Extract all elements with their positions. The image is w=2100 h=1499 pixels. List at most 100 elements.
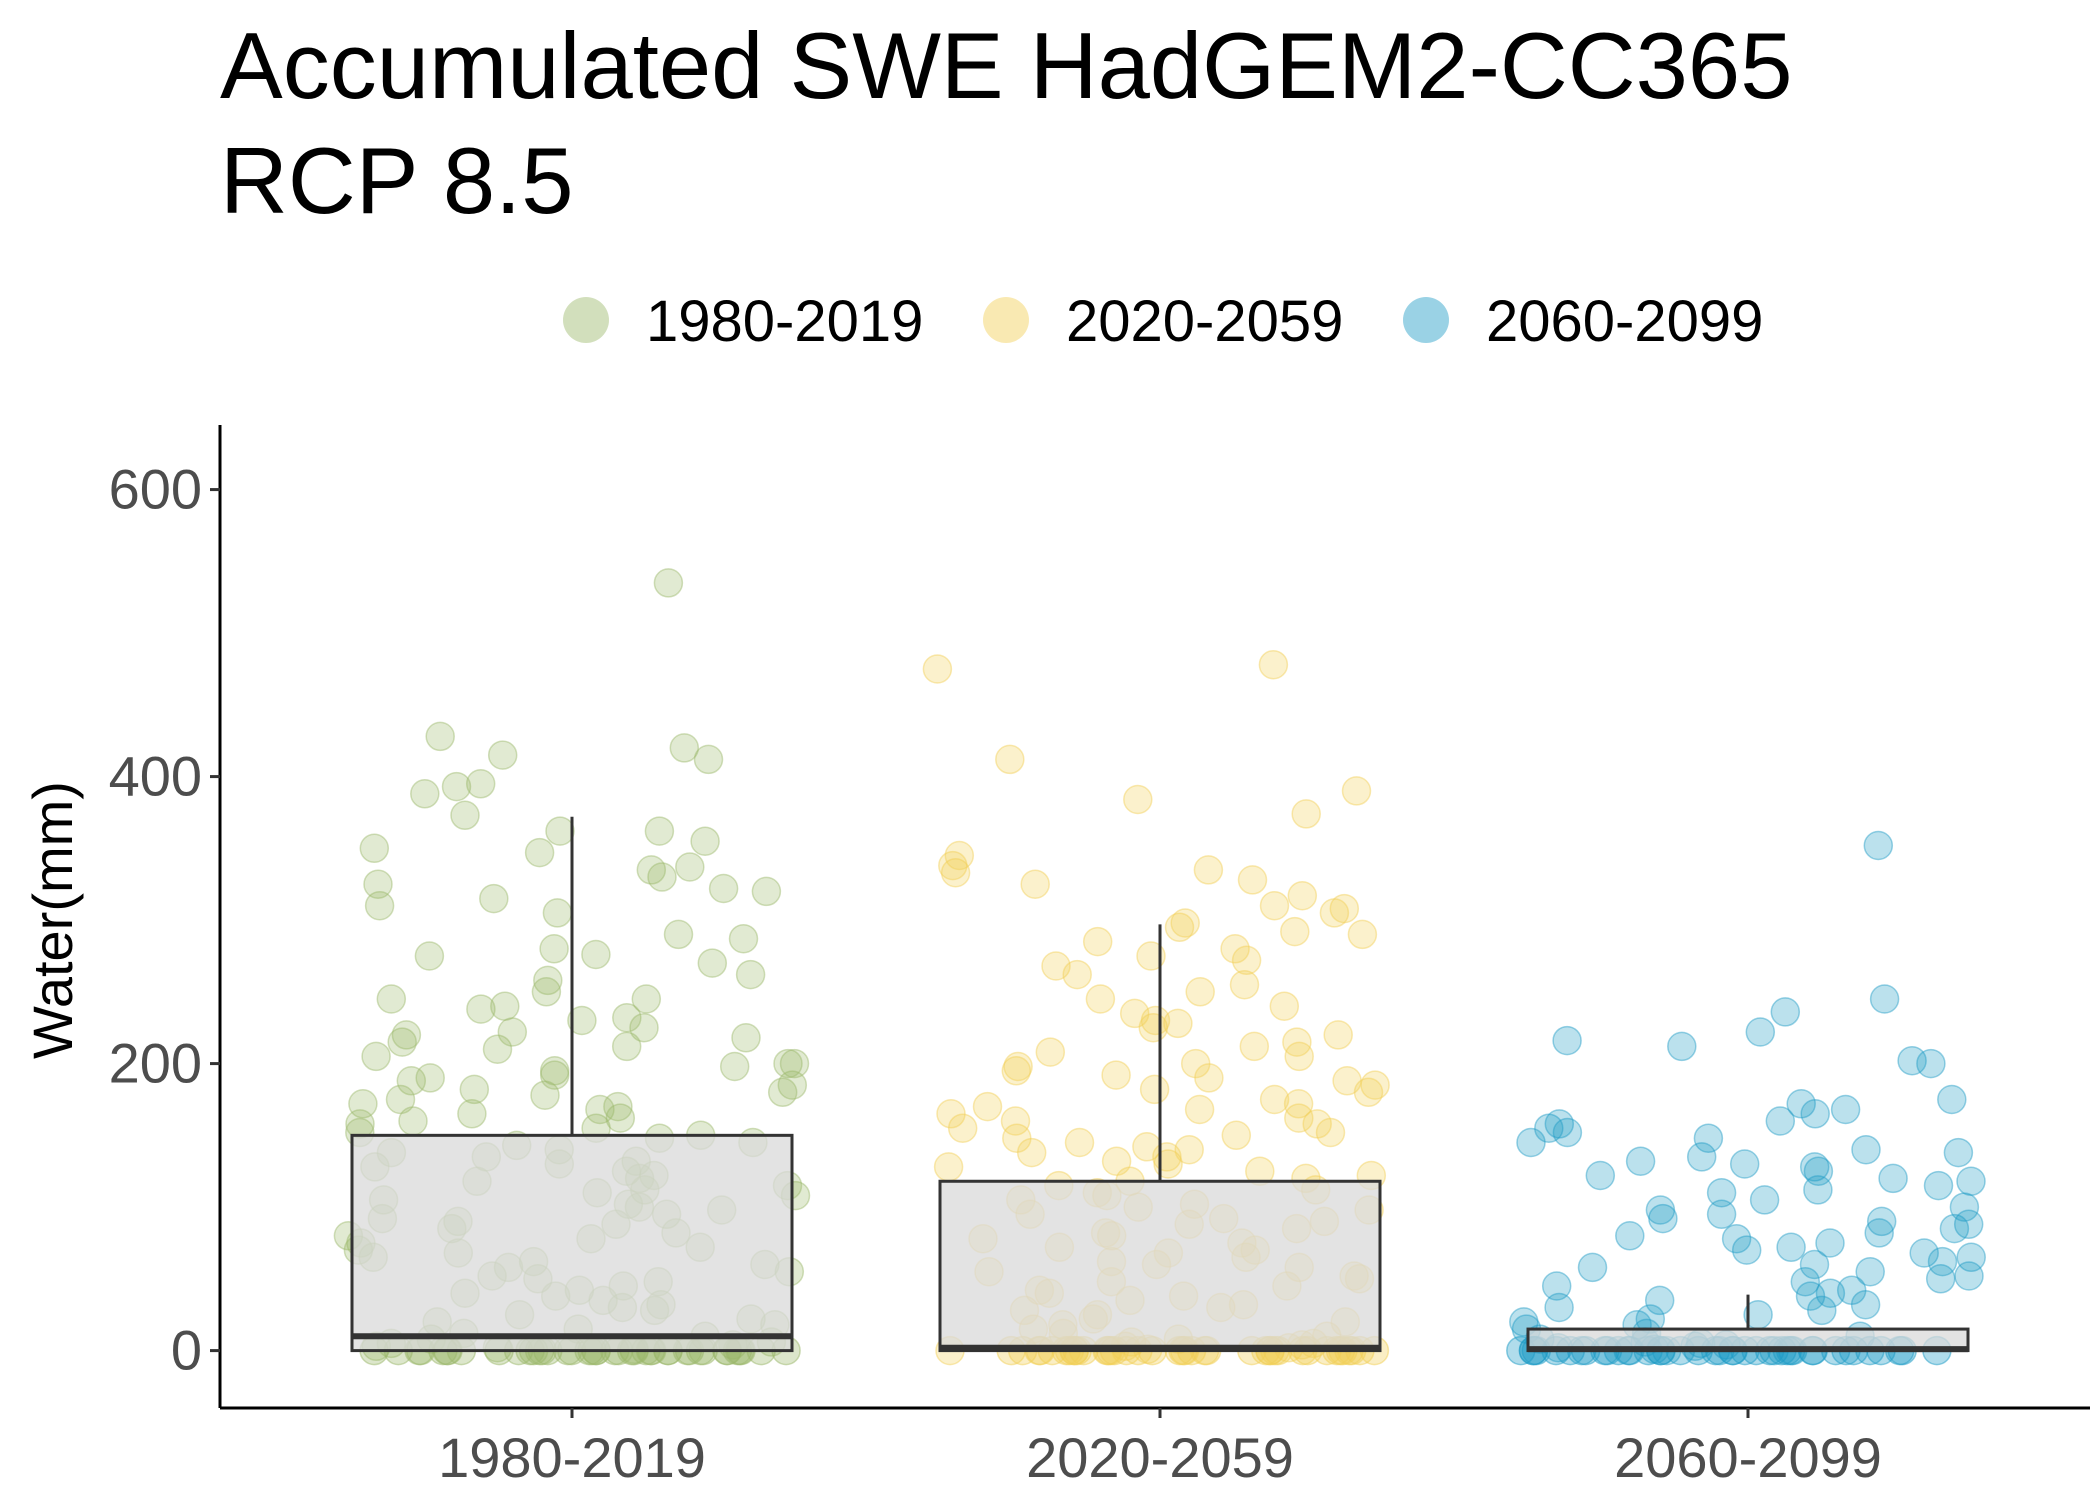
point-2020-2059-13 bbox=[1259, 890, 1290, 921]
point-2020-2059-60 bbox=[1064, 1127, 1095, 1158]
point-2060-2099-30 bbox=[1706, 1177, 1737, 1208]
point-1980-2019-20 bbox=[479, 883, 509, 914]
point-2060-2099-42 bbox=[1815, 1228, 1845, 1258]
point-1980-2019-6 bbox=[441, 771, 472, 802]
point-1980-2019-0 bbox=[653, 568, 684, 598]
point-2020-2059-16 bbox=[1170, 908, 1200, 938]
point-1980-2019-62 bbox=[605, 1103, 636, 1133]
point-2020-2059-55 bbox=[1302, 1109, 1332, 1139]
point-1980-2019-19 bbox=[751, 876, 782, 907]
point-1980-2019-18 bbox=[708, 873, 739, 904]
point-2060-2099-2 bbox=[1770, 997, 1801, 1027]
point-2060-2099-22 bbox=[1729, 1149, 1760, 1179]
point-2060-2099-55 bbox=[1836, 1275, 1867, 1306]
point-1980-2019-4 bbox=[693, 744, 724, 775]
point-2060-2099-53 bbox=[1790, 1266, 1821, 1297]
point-1980-2019-52 bbox=[396, 1066, 427, 1096]
plot-area: 0 200 400 600 1980-2019 2020-2059 2060-2099 bbox=[109, 425, 2090, 1489]
point-2020-2059-27 bbox=[1185, 977, 1215, 1007]
point-2020-2059-33 bbox=[1138, 1012, 1169, 1043]
point-1980-2019-8 bbox=[450, 800, 480, 831]
point-2020-2059-62 bbox=[1174, 1134, 1204, 1165]
legend: 1980-2019 2020-2059 2060-2099 bbox=[563, 289, 1763, 354]
y-axis-title: Water(mm) bbox=[21, 781, 84, 1059]
point-2060-2099-60 bbox=[1544, 1292, 1574, 1323]
point-1980-2019-11 bbox=[690, 826, 720, 856]
point-2020-2059-59 bbox=[1002, 1123, 1032, 1153]
point-1980-2019-50 bbox=[539, 1060, 570, 1090]
point-2020-2059-53 bbox=[1284, 1103, 1314, 1133]
point-1980-2019-23 bbox=[663, 919, 694, 950]
point-2060-2099-49 bbox=[1577, 1252, 1608, 1283]
point-1980-2019-25 bbox=[539, 934, 569, 964]
legend-label-2020-2059: 2020-2059 bbox=[1066, 289, 1343, 354]
point-2060-2099-31 bbox=[1749, 1185, 1780, 1215]
point-1980-2019-10 bbox=[644, 816, 675, 846]
point-2020-2059-29 bbox=[1269, 991, 1300, 1021]
point-2060-2099-7 bbox=[1916, 1048, 1946, 1079]
point-2020-2059-46 bbox=[1139, 1074, 1170, 1105]
point-2060-2099-20 bbox=[1686, 1142, 1717, 1172]
point-1980-2019-48 bbox=[719, 1051, 750, 1082]
boxplots bbox=[350, 816, 1970, 1353]
point-1980-2019-54 bbox=[459, 1074, 490, 1105]
point-2020-2059-1 bbox=[922, 654, 953, 684]
point-2020-2059-23 bbox=[1231, 945, 1262, 976]
point-1980-2019-63 bbox=[398, 1106, 428, 1136]
point-2060-2099-15 bbox=[1552, 1117, 1583, 1148]
point-2020-2059-19 bbox=[1347, 919, 1378, 950]
legend-key-1980-2019 bbox=[563, 297, 609, 343]
point-2020-2059-0 bbox=[1258, 649, 1289, 680]
point-2020-2059-49 bbox=[1283, 1089, 1314, 1119]
point-1980-2019-30 bbox=[533, 965, 563, 996]
point-1980-2019-16 bbox=[647, 862, 677, 892]
point-2060-2099-33 bbox=[1645, 1195, 1676, 1225]
point-2060-2099-6 bbox=[1897, 1045, 1927, 1076]
point-2020-2059-2 bbox=[995, 744, 1025, 775]
point-2060-2099-17 bbox=[1516, 1127, 1546, 1158]
point-1980-2019-24 bbox=[728, 923, 759, 954]
point-2060-2099-41 bbox=[1721, 1223, 1752, 1254]
y-tick-label-400: 400 bbox=[109, 745, 202, 808]
point-2060-2099-13 bbox=[1544, 1109, 1575, 1139]
x-tick-label-2060-2099: 2060-2099 bbox=[1614, 1426, 1882, 1489]
point-2060-2099-8 bbox=[1937, 1084, 1967, 1115]
box-1980-2019 bbox=[350, 1133, 794, 1353]
point-2060-2099-37 bbox=[1953, 1209, 1984, 1240]
point-1980-2019-5 bbox=[465, 769, 496, 799]
point-1980-2019-1 bbox=[425, 721, 455, 752]
point-2020-2059-45 bbox=[1360, 1070, 1390, 1100]
point-2020-2059-24 bbox=[1041, 951, 1071, 981]
legend-label-2060-2099: 2060-2099 bbox=[1486, 289, 1763, 354]
point-2020-2059-41 bbox=[1001, 1056, 1032, 1086]
point-2020-2059-38 bbox=[1284, 1041, 1314, 1072]
point-2020-2059-10 bbox=[1237, 865, 1268, 895]
point-2060-2099-50 bbox=[1855, 1256, 1885, 1287]
point-2060-2099-27 bbox=[1956, 1166, 1986, 1197]
point-2060-2099-52 bbox=[1925, 1264, 1956, 1294]
point-1980-2019-3 bbox=[487, 740, 518, 770]
point-2060-2099-25 bbox=[1585, 1160, 1616, 1191]
point-1980-2019-61 bbox=[457, 1099, 487, 1129]
point-1980-2019-49 bbox=[539, 1056, 570, 1086]
point-1980-2019-29 bbox=[735, 959, 766, 990]
point-2060-2099-16 bbox=[1693, 1123, 1724, 1153]
point-2020-2059-31 bbox=[1140, 1005, 1171, 1036]
point-2020-2059-43 bbox=[1194, 1063, 1224, 1093]
point-1980-2019-57 bbox=[385, 1084, 416, 1115]
point-2020-2059-32 bbox=[1163, 1008, 1193, 1039]
point-1980-2019-26 bbox=[581, 939, 611, 970]
title-line-1: Accumulated SWE HadGEM2-CC365 bbox=[220, 13, 1792, 118]
point-1980-2019-51 bbox=[415, 1063, 445, 1093]
point-2020-2059-28 bbox=[1085, 984, 1116, 1014]
legend-label-1980-2019: 1980-2019 bbox=[646, 289, 923, 354]
point-2060-2099-58 bbox=[1644, 1285, 1675, 1316]
point-2020-2059-44 bbox=[1332, 1066, 1362, 1096]
point-2020-2059-63 bbox=[1016, 1137, 1047, 1168]
point-1980-2019-56 bbox=[530, 1080, 560, 1110]
point-2060-2099-43 bbox=[1776, 1232, 1806, 1263]
point-1980-2019-45 bbox=[361, 1041, 391, 1072]
point-2060-2099-36 bbox=[1866, 1206, 1897, 1237]
point-1980-2019-46 bbox=[773, 1048, 803, 1079]
point-1980-2019-28 bbox=[697, 948, 728, 978]
